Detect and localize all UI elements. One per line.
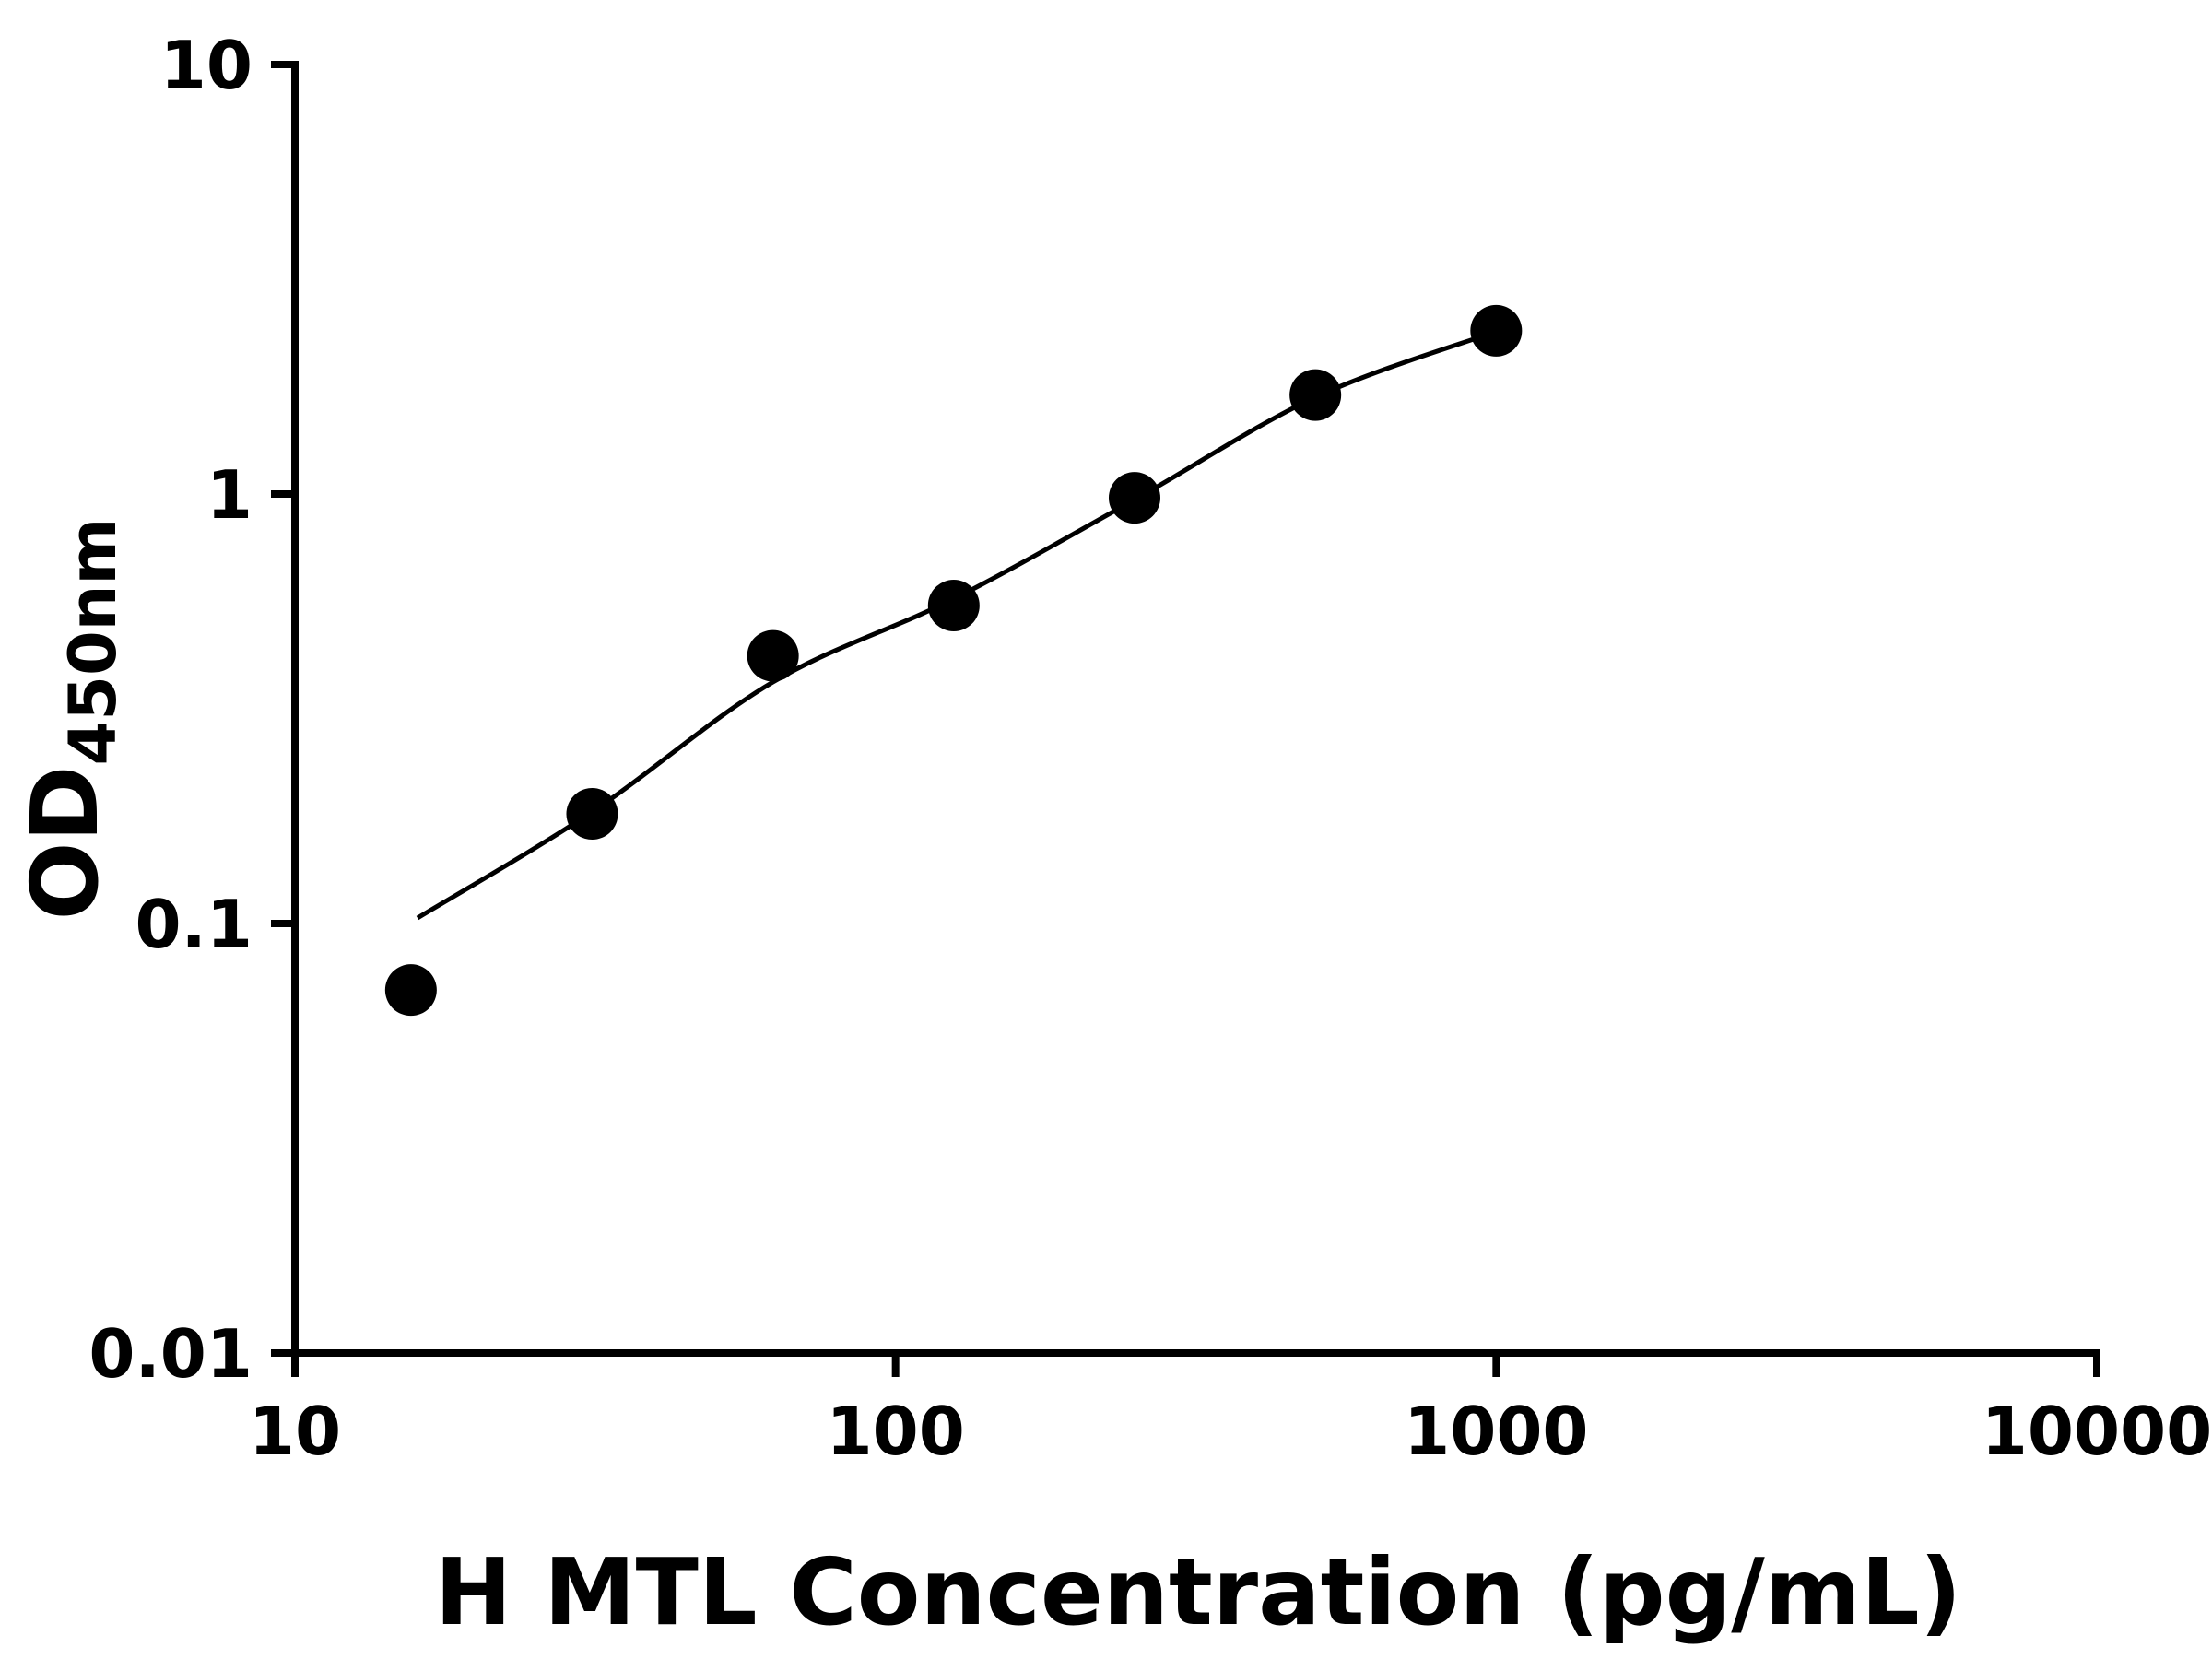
data-point-marker [566,788,618,841]
axes-spines [291,61,2100,1357]
standard-points [384,304,1523,1017]
x-tick-label: 10000 [1982,1393,2212,1470]
data-point-marker [1108,472,1160,524]
y-axis-title-subscript: 450nm [55,518,131,766]
x-tick-label: 10 [249,1393,341,1470]
data-point-marker [927,579,980,631]
y-tick-label: 0.01 [88,1315,253,1393]
y-tick-label: 1 [206,456,253,534]
data-point-marker [1289,369,1342,421]
x-tick-label: 100 [827,1393,965,1470]
x-axis-title: H MTL Concentration (pg/mL) [435,1538,1962,1646]
data-point-marker [384,964,437,1017]
data-point-marker [1470,304,1523,357]
y-axis-title: OD450nm [11,518,131,921]
y-tick-label: 0.1 [135,886,253,963]
data-point-marker [747,629,799,682]
plot-layer: 10 100 1000 10000 0.01 0.1 1 10 [88,27,2212,1470]
y-axis-title-main: OD [11,765,119,920]
x-tick-label: 1000 [1404,1393,1588,1470]
y-tick-label: 10 [160,27,253,104]
